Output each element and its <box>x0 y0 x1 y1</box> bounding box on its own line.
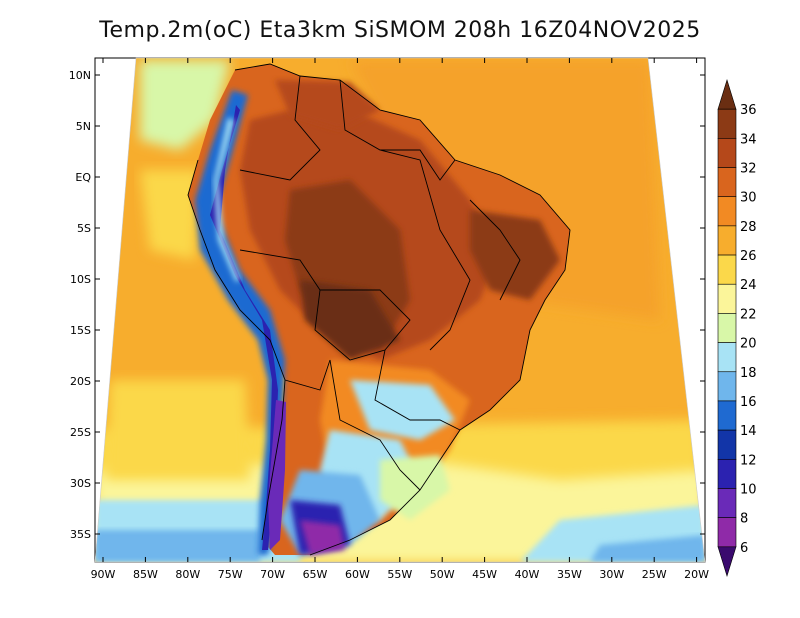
lon-tick-0: 90W <box>91 58 116 581</box>
map-title: Temp.2m(oC) Eta3km SiSMOM 208h 16Z04NOV2… <box>99 18 701 43</box>
colorbar-label: 12 <box>740 453 757 468</box>
lon-label: 40W <box>515 568 540 581</box>
colorbar-label: 30 <box>740 191 757 206</box>
colorbar-segment-12 <box>717 429 737 460</box>
lat-tick-7: 25S <box>70 426 705 439</box>
longitude-axis: 90W 85W 80W 75W 70W 65W 60W 55W 50W 45W 40W 35W 30W 2… <box>91 58 709 581</box>
lat-tick-9: 35S <box>70 528 705 541</box>
lon-label: 75W <box>218 568 243 581</box>
colorbar-segment-5 <box>717 225 737 256</box>
lon-tick-1: 85W <box>133 58 158 581</box>
lon-label: 90W <box>91 568 116 581</box>
lon-tick-7: 55W <box>387 58 412 581</box>
colorbar-segment-14 <box>717 488 737 518</box>
colorbar-label: 6 <box>740 541 748 556</box>
colorbar-label: 32 <box>740 162 757 177</box>
lat-label: 35S <box>70 528 91 541</box>
colorbar-segment-7 <box>717 283 737 314</box>
lat-label: 10N <box>69 69 91 82</box>
lat-tick-6: 20S <box>70 375 705 388</box>
lon-tick-13: 25W <box>642 58 667 581</box>
lon-label: 70W <box>260 568 285 581</box>
lat-tick-4: 10S <box>70 273 705 286</box>
lon-label: 45W <box>472 568 497 581</box>
colorbar-segment-6 <box>717 254 737 285</box>
temperature-field <box>95 58 705 562</box>
colorbar-segment-1 <box>717 108 737 139</box>
lat-label: 10S <box>70 273 91 286</box>
lat-label: 20S <box>70 375 91 388</box>
colorbar-label: 8 <box>740 512 748 527</box>
colorbar-segment-11 <box>717 400 737 431</box>
lon-tick-3: 75W <box>218 58 243 581</box>
lon-tick-5: 65W <box>303 58 328 581</box>
domain-outline <box>94 57 706 563</box>
lon-label: 60W <box>345 568 370 581</box>
lat-tick-1: 5N <box>76 120 705 133</box>
lon-tick-6: 60W <box>345 58 370 581</box>
lat-tick-3: 5S <box>77 222 705 235</box>
colorbar-label: 14 <box>740 424 757 439</box>
lon-tick-10: 40W <box>515 58 540 581</box>
lat-label: 30S <box>70 477 91 490</box>
colorbar-segment-2 <box>717 138 737 168</box>
lat-tick-0: 10N <box>69 69 705 82</box>
lat-tick-2: EQ <box>75 171 705 184</box>
lat-label: 5N <box>76 120 91 133</box>
colorbar-label: 28 <box>740 220 757 235</box>
lon-label: 80W <box>175 568 200 581</box>
lat-label: 5S <box>77 222 91 235</box>
colorbar-segment-3 <box>717 167 737 198</box>
colorbar-label: 24 <box>740 278 757 293</box>
latitude-axis: 10N 5N EQ 5S 10S 15S 20S 25S 30S 35S <box>69 69 705 541</box>
colorbar: 36 34 32 30 28 26 24 22 20 18 16 14 12 10 8 6 <box>717 78 757 578</box>
colorbar-label: 36 <box>740 103 757 118</box>
lat-label: 15S <box>70 324 91 337</box>
lon-tick-4: 70W <box>260 58 285 581</box>
lon-tick-9: 45W <box>472 58 497 581</box>
colorbar-segment-15 <box>717 517 737 548</box>
lon-label: 25W <box>642 568 667 581</box>
lon-label: 55W <box>387 568 412 581</box>
lon-label: 85W <box>133 568 158 581</box>
lon-tick-14: 20W <box>684 58 709 581</box>
lon-label: 65W <box>303 568 328 581</box>
colorbar-segment-10 <box>717 371 737 402</box>
lon-label: 50W <box>430 568 455 581</box>
colorbar-segment-4 <box>717 196 737 227</box>
colorbar-segment-16 <box>717 546 737 578</box>
colorbar-label: 10 <box>740 482 757 497</box>
lon-tick-8: 50W <box>430 58 455 581</box>
lat-tick-5: 15S <box>70 324 705 337</box>
colorbar-segment-0 <box>717 78 737 110</box>
colorbar-segment-13 <box>717 458 737 489</box>
lat-tick-8: 30S <box>70 477 705 490</box>
colorbar-label: 22 <box>740 307 757 322</box>
colorbar-label: 20 <box>740 337 757 352</box>
lon-tick-2: 80W <box>175 58 200 581</box>
lon-label: 20W <box>684 568 709 581</box>
colorbar-label: 18 <box>740 366 757 381</box>
colorbar-segment-8 <box>717 313 737 343</box>
colorbar-segment-9 <box>717 342 737 373</box>
colorbar-label: 26 <box>740 249 757 264</box>
colorbar-label: 34 <box>740 132 757 147</box>
lon-label: 35W <box>557 568 582 581</box>
lat-label: 25S <box>70 426 91 439</box>
colorbar-label: 16 <box>740 395 757 410</box>
lat-label: EQ <box>75 171 91 184</box>
country-borders <box>187 63 571 556</box>
lon-label: 30W <box>599 568 624 581</box>
lon-tick-11: 35W <box>557 58 582 581</box>
lon-tick-12: 30W <box>599 58 624 581</box>
